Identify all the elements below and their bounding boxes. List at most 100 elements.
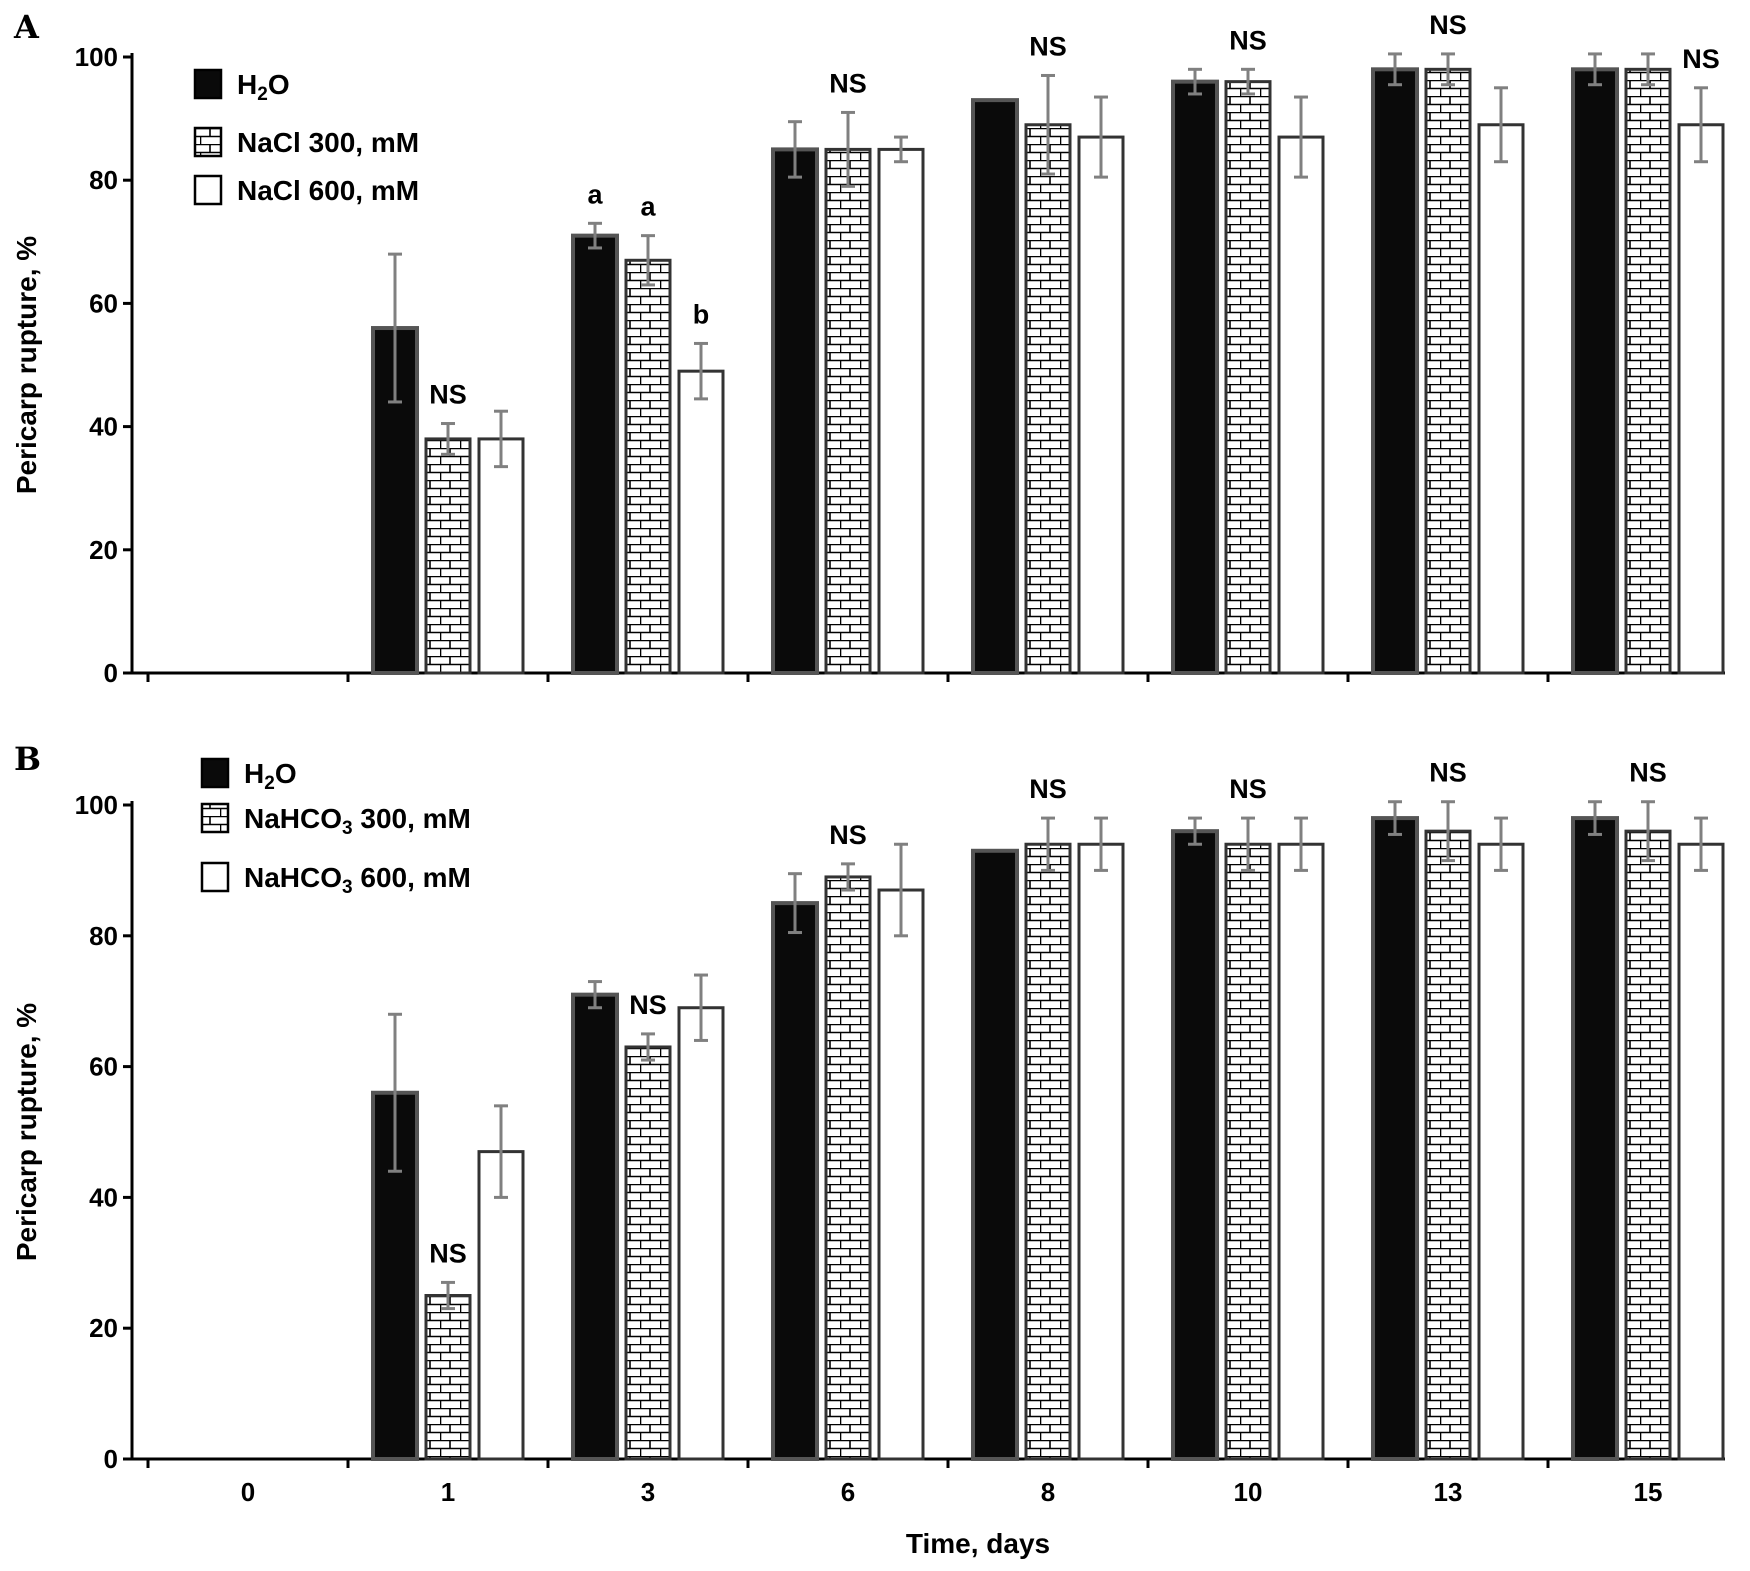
y-tick-label: 40: [89, 1182, 118, 1212]
legend-label-main: NaCl 600, mM: [237, 175, 419, 206]
bar-brick-6: [824, 875, 872, 1461]
panel-letter: A: [13, 8, 40, 46]
annotation-label: NS: [1029, 774, 1067, 804]
bar-solid-8: [971, 848, 1019, 1461]
annotation-label: NS: [1429, 758, 1467, 788]
legend-swatch-solid: [193, 68, 223, 100]
legend-label-tail: 300, mM: [353, 803, 471, 834]
annotation-label: b: [693, 299, 710, 329]
legend-label-subscript: 3: [342, 818, 353, 839]
legend-label-main: NaCl 300, mM: [237, 127, 419, 158]
bar-solid-10: [1171, 79, 1219, 675]
bar-brick-15: [1624, 67, 1672, 675]
legend-label-subscript: 3: [342, 877, 353, 898]
legend-swatch-brick: [200, 802, 230, 834]
bar-solid-15: [1571, 67, 1619, 675]
x-tick-label: 15: [1634, 1477, 1663, 1507]
bar-solid-10: [1171, 829, 1219, 1461]
y-tick-label: 80: [89, 165, 118, 195]
legend-label-main: H: [237, 69, 257, 100]
x-tick-label: 13: [1434, 1477, 1463, 1507]
bar-brick-13: [1424, 67, 1472, 675]
annotation-label: NS: [1682, 44, 1720, 74]
annotation-label: a: [587, 179, 603, 209]
bar-brick-1: [424, 1294, 472, 1461]
bar-brick-3: [624, 258, 672, 675]
bar-brick-8: [1024, 842, 1072, 1461]
bar-white-6: [877, 888, 925, 1461]
legend-swatch-white: [193, 174, 223, 206]
bar-brick-6: [824, 147, 872, 675]
bar-solid-8: [971, 98, 1019, 676]
y-tick-label: 100: [75, 790, 118, 820]
y-tick-label: 40: [89, 412, 118, 442]
y-tick-label: 60: [89, 288, 118, 318]
x-tick-label: 6: [841, 1477, 855, 1507]
bar-white-6: [877, 147, 925, 675]
legend-label-tail: O: [268, 69, 290, 100]
legend-swatch-brick: [193, 126, 223, 158]
y-tick-label: 60: [89, 1052, 118, 1082]
annotation-label: NS: [829, 820, 867, 850]
annotation-label: NS: [829, 68, 867, 98]
legend-label-main: NaHCO: [244, 862, 342, 893]
bar-brick-13: [1424, 829, 1472, 1461]
bar-white-15: [1677, 842, 1725, 1461]
bar-white-10: [1277, 842, 1325, 1461]
annotation-label: NS: [429, 380, 467, 410]
y-tick-label: 20: [89, 535, 118, 565]
bar-white-13: [1477, 842, 1525, 1461]
legend-label: H2O: [244, 758, 297, 794]
bar-solid-13: [1371, 67, 1419, 675]
bar-white-13: [1477, 123, 1525, 675]
legend-label: NaHCO3 300, mM: [244, 803, 471, 839]
y-axis-title: Pericarp rupture, %: [11, 1003, 42, 1261]
legend-label: NaCl 600, mM: [237, 175, 419, 206]
legend-swatch-white: [200, 861, 230, 893]
legend-label-main: H: [244, 758, 264, 789]
bar-white-8: [1077, 135, 1125, 675]
bar-brick-8: [1024, 123, 1072, 675]
x-tick-label: 3: [641, 1477, 655, 1507]
y-tick-label: 0: [104, 658, 118, 688]
panel-a: A 0 20 40 60 80 100 Pericarp rupture, % NS a a b NS N…: [11, 8, 1725, 688]
legend-label: H2O: [237, 69, 290, 105]
bar-brick-3: [624, 1045, 672, 1461]
y-tick-label: 80: [89, 921, 118, 951]
annotation-label: NS: [1029, 31, 1067, 61]
x-tick-label: 1: [441, 1477, 455, 1507]
y-tick-label: 0: [104, 1444, 118, 1474]
bar-solid-15: [1571, 816, 1619, 1461]
bar-white-3: [677, 369, 725, 675]
x-axis-title: Time, days: [906, 1528, 1050, 1559]
x-tick-label: 10: [1234, 1477, 1263, 1507]
legend-label: NaCl 300, mM: [237, 127, 419, 158]
legend-swatch-solid: [200, 757, 230, 789]
y-axis-title: Pericarp rupture, %: [11, 236, 42, 494]
annotation-label: NS: [1229, 774, 1267, 804]
annotation-label: NS: [1229, 25, 1267, 55]
legend-label-subscript: 2: [264, 773, 275, 794]
bar-solid-6: [771, 901, 819, 1461]
x-tick-label: 0: [241, 1477, 255, 1507]
bar-solid-13: [1371, 816, 1419, 1461]
bar-white-8: [1077, 842, 1125, 1461]
bar-white-15: [1677, 123, 1725, 675]
legend-label: NaHCO3 600, mM: [244, 862, 471, 898]
legend-label-subscript: 2: [257, 84, 268, 105]
bar-solid-6: [771, 147, 819, 675]
y-tick-label: 20: [89, 1313, 118, 1343]
y-tick-label: 100: [75, 42, 118, 72]
bar-brick-10: [1224, 842, 1272, 1461]
legend-label-main: NaHCO: [244, 803, 342, 834]
legend-label-tail: 600, mM: [353, 862, 471, 893]
bar-solid-3: [571, 992, 619, 1461]
bar-white-10: [1277, 135, 1325, 675]
bar-brick-1: [424, 437, 472, 675]
bar-white-1: [477, 437, 525, 675]
annotation-label: NS: [1429, 10, 1467, 40]
panel-letter: B: [14, 740, 41, 778]
annotation-label: NS: [429, 1238, 467, 1268]
